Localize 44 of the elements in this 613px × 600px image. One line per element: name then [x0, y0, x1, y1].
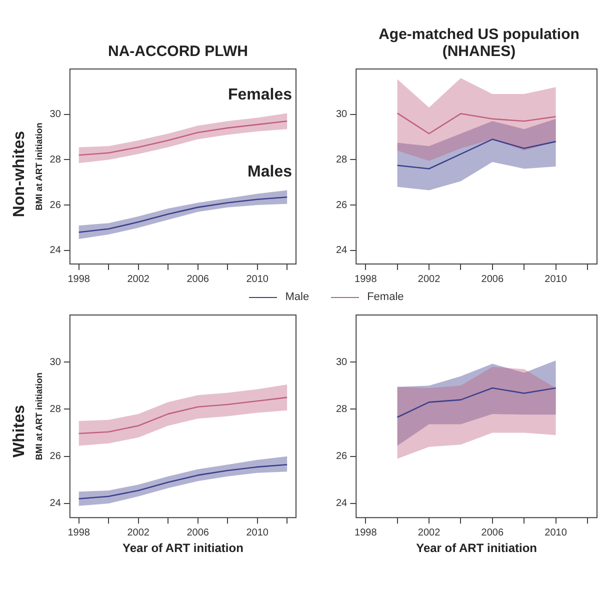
x-tick-label: 2002	[127, 274, 150, 285]
y-tick-label: 30	[336, 356, 348, 368]
y-tick-label: 30	[50, 109, 62, 120]
chart-title: Age-matched US population (NHANES)	[378, 26, 580, 60]
annotation: Females	[228, 86, 292, 104]
y-tick-label: 24	[336, 498, 348, 510]
x-tick-label: 2006	[481, 274, 504, 285]
annotation: Males	[248, 164, 292, 181]
x-tick-label: 2006	[186, 527, 210, 538]
legend-label: Female	[367, 291, 404, 303]
y-tick-label: 24	[50, 498, 62, 510]
y-tick-label: 24	[50, 245, 62, 256]
y-tick-label: 30	[336, 109, 348, 120]
y-tick-label: 28	[50, 404, 62, 415]
x-tick-label: 2002	[127, 527, 150, 538]
x-tick-label: 1998	[68, 527, 90, 538]
x-tick-label: 2002	[418, 527, 441, 538]
y-axis-title: BMI at ART initiation	[34, 122, 44, 210]
y-tick-label: 28	[336, 404, 348, 415]
text: Non-whites	[11, 130, 29, 218]
y-tick-label: 24	[336, 245, 348, 256]
x-tick-label: 2010	[544, 274, 568, 285]
x-tick-label: 2002	[418, 274, 441, 285]
x-axis-title: Year of ART initiation	[416, 541, 538, 556]
y-tick-label: 30	[50, 356, 62, 368]
y-tick-label: 26	[336, 200, 348, 211]
x-tick-label: 2010	[246, 274, 269, 285]
y-tick-label: 26	[336, 451, 348, 462]
y-tick-label: 26	[50, 200, 62, 211]
x-tick-label: 1998	[354, 274, 378, 285]
y-tick-label: 28	[336, 154, 348, 166]
chart-title: NA-ACCORD PLWH	[108, 43, 248, 60]
y-tick-label: 26	[50, 451, 62, 462]
x-tick-label: 1998	[68, 274, 90, 285]
x-tick-label: 2010	[246, 527, 269, 538]
x-tick-label: 1998	[354, 527, 378, 538]
x-tick-label: 2010	[544, 527, 568, 538]
x-axis-title: Year of ART initiation	[122, 541, 244, 556]
x-tick-label: 2006	[481, 527, 504, 538]
y-tick-label: 28	[50, 154, 62, 166]
legend-label: Male	[285, 291, 310, 303]
text: Whites	[11, 404, 29, 458]
y-axis-title: BMI at ART initiation	[34, 372, 44, 460]
x-tick-label: 2006	[186, 274, 210, 285]
